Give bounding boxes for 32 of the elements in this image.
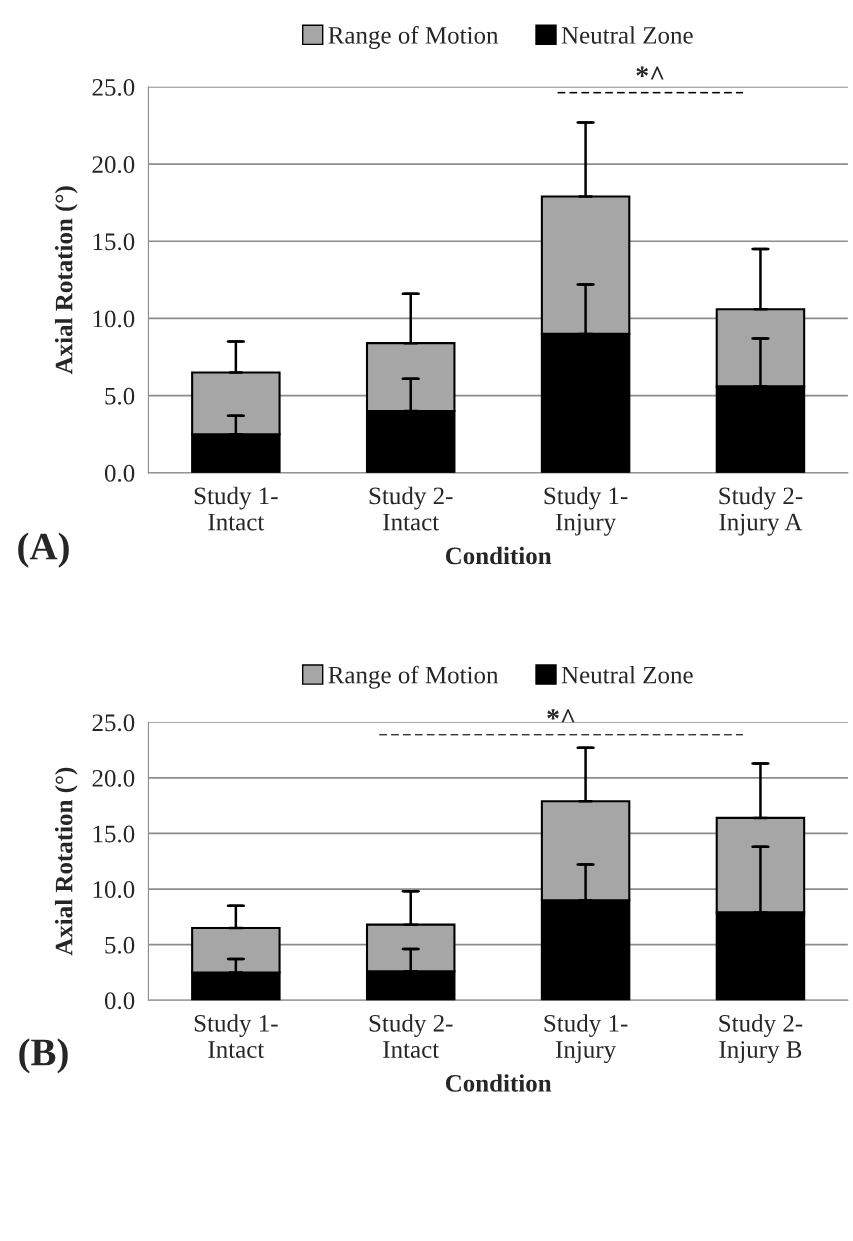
text: (A) — [18, 532, 69, 568]
x-tick-label: Study 2- Intact — [369, 486, 453, 531]
legend-label: Neutral Zone — [561, 26, 693, 44]
y-tick-label: 15.0 — [93, 233, 135, 251]
x-tick-label: Study 1- Injury — [544, 1014, 628, 1064]
y-axis-title: Axial Rotation (°) — [54, 186, 78, 375]
y-tick-label: 0.0 — [104, 464, 135, 482]
y-tick-label: 25.0 — [92, 78, 135, 96]
y-tick-label: 0.0 — [104, 992, 135, 1010]
x-tick-label: Study 2- Injury B — [719, 1014, 803, 1064]
y-tick-label: 5.0 — [105, 387, 135, 405]
y-tick-label: 15.0 — [93, 825, 135, 843]
x-tick-label: Study 1- Intact — [194, 1014, 278, 1058]
y-tick-label: 20.0 — [92, 156, 135, 174]
legend-label: Range of Motion — [328, 25, 499, 49]
text: *^ — [636, 66, 664, 80]
y-tick-label: 10.0 — [93, 881, 135, 899]
x-tick-label: Study 2- Intact — [369, 1014, 453, 1058]
x-tick-label: Study 1- Injury — [544, 486, 628, 536]
y-tick-label: 25.0 — [92, 714, 135, 732]
x-axis-title: Condition — [445, 546, 552, 565]
y-tick-label: 20.0 — [92, 769, 135, 787]
legend-label: Neutral Zone — [561, 665, 693, 684]
x-tick-label: Study 1- Intact — [194, 486, 278, 531]
legend-label: Range of Motion — [328, 665, 499, 689]
y-tick-label: 5.0 — [105, 936, 135, 954]
y-tick-label: 10.0 — [93, 310, 135, 328]
text: (B) — [19, 1038, 68, 1074]
y-axis-title: Axial Rotation (°) — [54, 767, 78, 956]
text: *^ — [547, 709, 575, 723]
x-axis-title: Condition — [445, 1074, 552, 1092]
x-tick-label: Study 2- Injury A — [719, 486, 803, 536]
